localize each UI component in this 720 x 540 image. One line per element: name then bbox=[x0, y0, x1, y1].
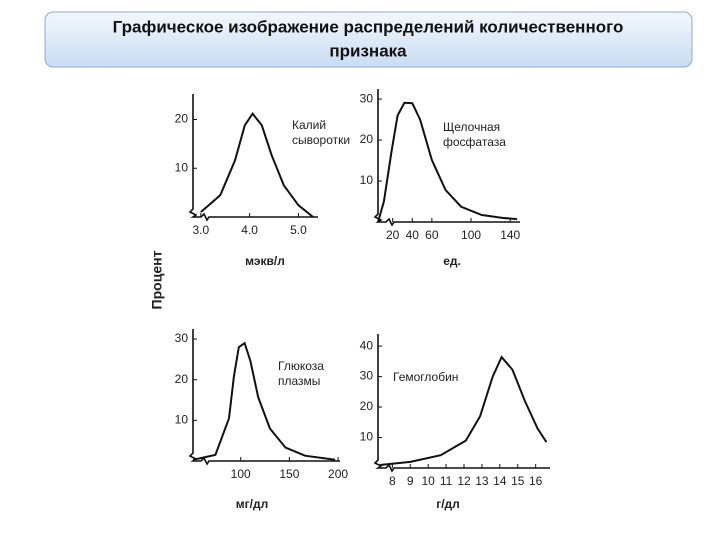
title-box bbox=[44, 11, 693, 68]
x-tick-label: 10 bbox=[421, 474, 435, 488]
y-tick-label: 10 bbox=[360, 173, 374, 187]
x-tick-label: 3.0 bbox=[192, 223, 209, 237]
y-tick-label: 10 bbox=[175, 160, 189, 174]
y-tick-label: 30 bbox=[360, 91, 374, 105]
x-tick-label: 4.0 bbox=[241, 223, 258, 237]
x-tick-label: 60 bbox=[425, 228, 439, 242]
annotation: фосфатаза bbox=[443, 135, 506, 149]
x-tick-label: 15 bbox=[511, 474, 525, 488]
curve bbox=[377, 101, 518, 223]
x-tick-label: 140 bbox=[500, 228, 520, 242]
y-tick-label: 40 bbox=[360, 338, 374, 352]
x-tick-label: 5.0 bbox=[290, 223, 307, 237]
axis bbox=[373, 89, 520, 227]
y-axis-label: Процент bbox=[149, 250, 165, 309]
annotation: Гемоглобин bbox=[393, 370, 458, 384]
x-tick-label: 40 bbox=[406, 228, 420, 242]
y-tick-label: 20 bbox=[360, 399, 374, 413]
axis bbox=[373, 334, 550, 473]
curve bbox=[192, 341, 336, 461]
y-tick-label: 10 bbox=[360, 430, 374, 444]
axis bbox=[188, 94, 318, 222]
x-tick-label: 150 bbox=[279, 467, 299, 481]
x-tick-label: 200 bbox=[328, 467, 348, 481]
annotation: Глюкоза bbox=[278, 359, 324, 373]
annotation: Щелочная bbox=[443, 120, 500, 134]
y-tick-label: 20 bbox=[175, 112, 189, 126]
x-tick-label: 14 bbox=[493, 474, 507, 488]
y-tick-label: 30 bbox=[175, 331, 189, 345]
y-tick-label: 20 bbox=[175, 372, 189, 386]
x-tick-label: 12 bbox=[457, 474, 471, 488]
x-axis-label: мэкв/л bbox=[245, 254, 285, 268]
y-tick-label: 10 bbox=[175, 413, 189, 427]
x-tick-label: 100 bbox=[461, 228, 481, 242]
y-tick-label: 30 bbox=[360, 369, 374, 383]
y-tick-label: 20 bbox=[360, 132, 374, 146]
curve bbox=[200, 112, 314, 218]
x-tick-label: 9 bbox=[407, 474, 414, 488]
curve bbox=[379, 355, 548, 466]
x-tick-label: 16 bbox=[529, 474, 543, 488]
annotation: Калий bbox=[292, 118, 326, 132]
axis bbox=[188, 329, 340, 466]
x-tick-label: 11 bbox=[440, 474, 453, 488]
x-tick-label: 13 bbox=[475, 474, 489, 488]
x-axis-label: ед. bbox=[443, 254, 461, 268]
x-axis-label: г/дл bbox=[436, 497, 460, 511]
x-axis-label: мг/дл bbox=[236, 497, 268, 511]
annotation: плазмы bbox=[278, 374, 320, 388]
x-tick-label: 20 bbox=[386, 228, 400, 242]
annotation: сыворотки bbox=[292, 133, 350, 147]
x-tick-label: 8 bbox=[389, 474, 396, 488]
slide-title: признака bbox=[329, 41, 407, 60]
x-tick-label: 100 bbox=[231, 467, 251, 481]
slide-title: Графическое изображение распределений ко… bbox=[113, 17, 624, 36]
